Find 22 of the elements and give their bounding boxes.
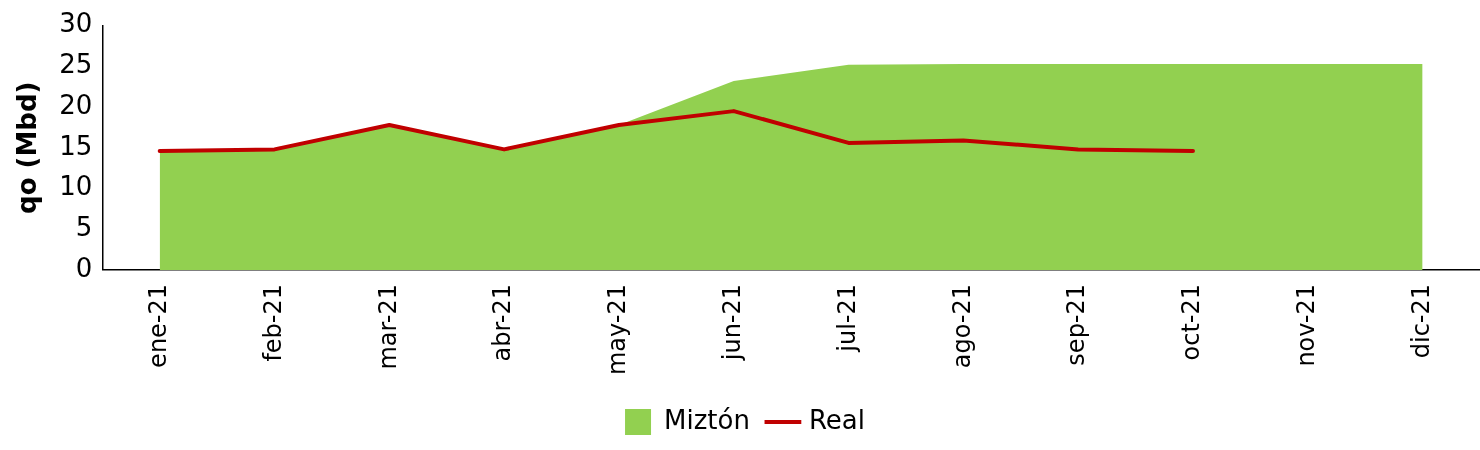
x-tick-label: feb-21: [258, 283, 287, 362]
x-tick-label: abr-21: [488, 283, 517, 362]
legend-label: Miztón: [664, 404, 750, 435]
y-tick-label: 25: [59, 49, 93, 80]
y-tick-label: 20: [59, 89, 93, 120]
x-tick-label: mar-21: [373, 283, 402, 370]
x-tick-label: oct-21: [1177, 283, 1206, 361]
legend-label: Real: [808, 404, 865, 435]
x-tick-label: may-21: [603, 283, 632, 376]
y-tick-label: 0: [75, 252, 93, 283]
y-axis-title: qo (Mbd): [12, 81, 43, 214]
x-tick-label: dic-21: [1406, 283, 1435, 359]
y-tick-label: 15: [59, 130, 93, 161]
y-tick-label: 5: [75, 211, 93, 242]
x-tick-label: nov-21: [1292, 283, 1321, 367]
x-tick-label: jun-21: [717, 283, 746, 362]
x-tick-label: jul-21: [832, 283, 861, 353]
y-tick-label: 30: [59, 8, 93, 39]
x-tick-label: ago-21: [947, 283, 976, 369]
y-tick-label: 10: [59, 171, 93, 202]
x-tick-label: sep-21: [1062, 283, 1091, 366]
x-tick-label: ene-21: [143, 283, 172, 368]
